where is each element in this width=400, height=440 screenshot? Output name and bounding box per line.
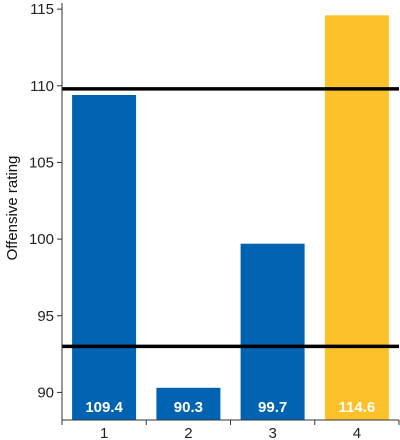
y-tick-label: 90 (37, 384, 54, 401)
y-tick-label: 100 (29, 231, 54, 248)
bar-value-label: 90.3 (174, 399, 203, 416)
y-tick-label: 105 (29, 154, 54, 171)
bars (72, 15, 389, 421)
y-tick-label: 95 (37, 308, 54, 325)
y-axis: 90 95 100 105 110 115 (29, 1, 63, 420)
x-axis: 1 2 3 4 (61, 419, 400, 440)
y-tick-label: 110 (30, 78, 54, 95)
bar-4 (324, 15, 389, 421)
bar-value-labels: 109.4 90.3 99.7 114.6 (85, 399, 375, 416)
y-tick-label: 115 (30, 1, 54, 18)
bar-value-label: 114.6 (339, 399, 376, 416)
bar-1 (72, 95, 137, 420)
x-tick-label: 3 (268, 425, 276, 440)
x-tick-label: 1 (100, 425, 108, 440)
bar-value-label: 99.7 (258, 399, 287, 416)
reference-lines (62, 87, 399, 349)
x-tick-label: 2 (184, 425, 192, 440)
bar-3 (240, 243, 305, 420)
y-axis-title: Offensive rating (4, 156, 21, 261)
x-tick-label: 4 (353, 425, 361, 440)
bar-value-label: 109.4 (85, 399, 123, 416)
bar-2 (156, 387, 221, 420)
